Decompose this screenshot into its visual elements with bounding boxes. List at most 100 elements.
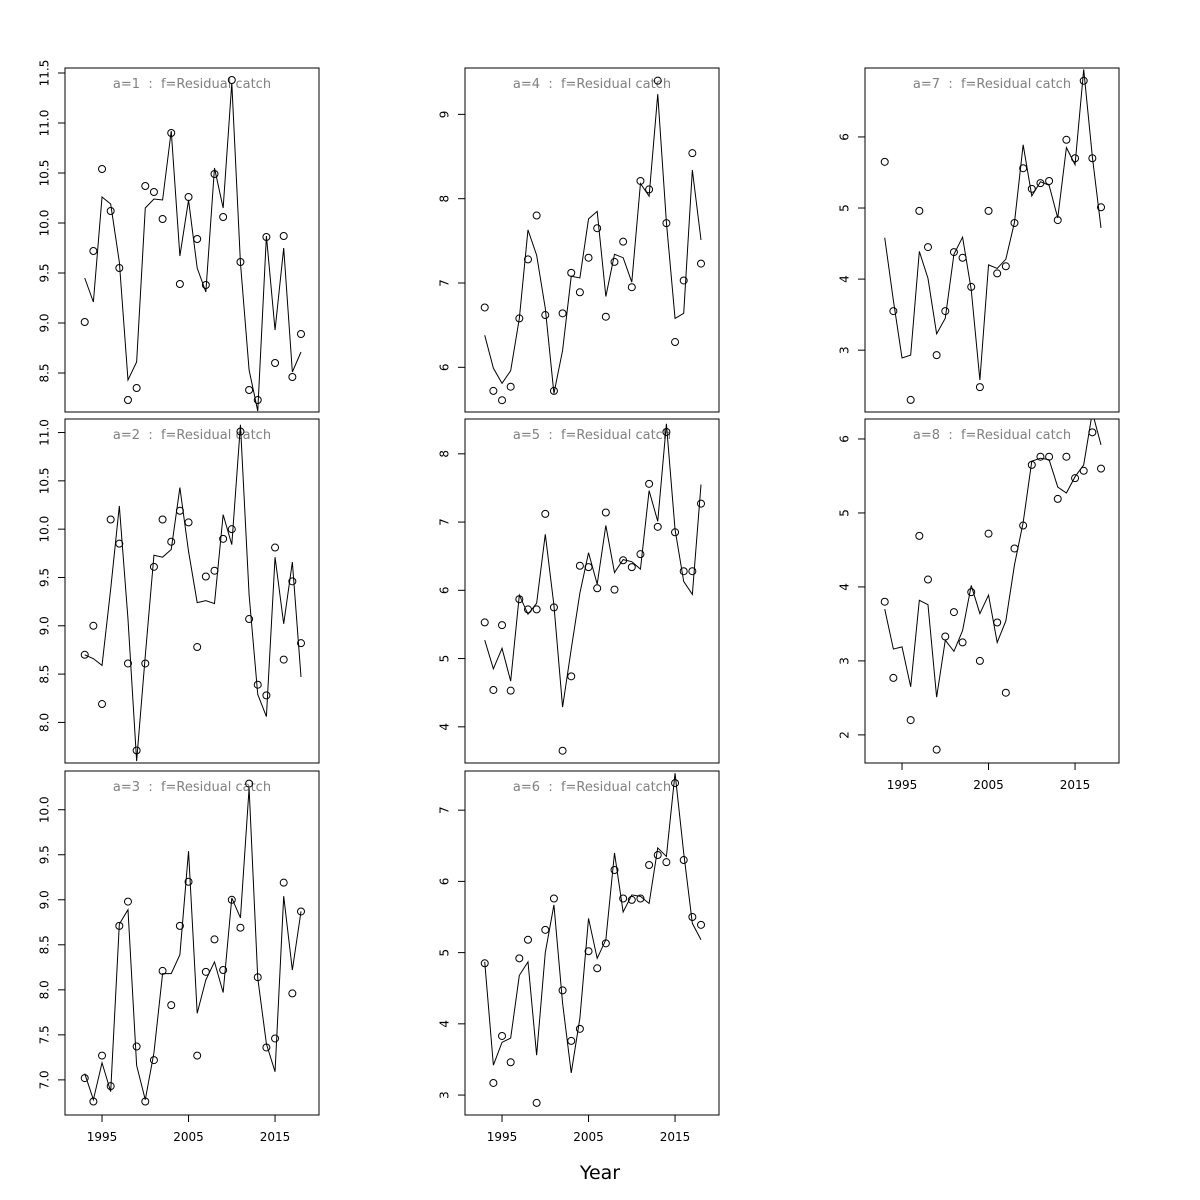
point <box>610 257 619 266</box>
point <box>506 1058 515 1067</box>
panel-title: a=6 : f=Residual catch <box>513 780 671 795</box>
point <box>984 206 993 215</box>
y-tick-label: 11.5 <box>38 60 52 87</box>
y-tick-label: 7 <box>438 279 452 287</box>
y-tick-label: 5 <box>438 949 452 957</box>
y-tick-label: 8 <box>438 195 452 203</box>
point <box>227 525 236 534</box>
fit-line <box>84 424 302 762</box>
y-tick-label: 6 <box>838 133 852 141</box>
point <box>558 746 567 755</box>
point <box>593 964 602 973</box>
point <box>532 211 541 220</box>
y-tick-label: 9.0 <box>38 890 52 909</box>
y-tick-label: 9 <box>438 111 452 119</box>
point <box>80 650 89 659</box>
point <box>523 255 532 264</box>
panel-frame <box>464 67 720 413</box>
point <box>271 543 280 552</box>
point <box>506 382 515 391</box>
point <box>549 386 558 395</box>
y-tick-label: 6 <box>438 363 452 371</box>
x-axis-label: Year <box>579 1162 620 1184</box>
fit-line <box>84 788 302 1102</box>
point <box>593 224 602 233</box>
point <box>567 672 576 681</box>
point <box>1071 474 1080 483</box>
x-tick-label: 1995 <box>87 1130 118 1144</box>
point <box>915 531 924 540</box>
point <box>558 309 567 318</box>
y-tick-label: 5 <box>438 655 452 663</box>
point <box>489 685 498 694</box>
fit-line <box>484 423 702 708</box>
y-tick-label: 5 <box>838 509 852 517</box>
point <box>123 897 132 906</box>
panel-title: a=3 : f=Residual catch <box>113 780 271 795</box>
point <box>106 207 115 215</box>
y-tick-label: 6 <box>438 878 452 886</box>
point <box>141 182 150 190</box>
point <box>532 1098 541 1107</box>
point <box>671 779 680 788</box>
panel-frame <box>864 67 1120 413</box>
point <box>575 288 584 297</box>
point <box>932 745 941 754</box>
point <box>671 338 680 347</box>
point <box>627 283 636 292</box>
point <box>880 157 889 166</box>
point <box>558 986 567 995</box>
plot-area <box>480 773 706 1107</box>
point <box>679 276 688 285</box>
y-tick-label: 9.0 <box>38 616 52 635</box>
fit-line <box>884 419 1102 698</box>
y-tick-label: 11.0 <box>38 419 52 446</box>
y-tick-label: 4 <box>837 583 851 591</box>
y-tick-label: 5 <box>838 204 852 212</box>
point <box>253 680 262 689</box>
panel: 3 4 5 6 a=7 : f=Residual catch <box>838 67 1120 413</box>
point <box>1062 135 1071 144</box>
point <box>593 584 602 593</box>
y-tick-label: 3 <box>838 346 852 354</box>
y-tick-label: 9.5 <box>38 568 52 587</box>
point <box>219 966 228 975</box>
point <box>627 895 636 904</box>
panel-title: a=8 : f=Residual catch <box>913 428 1071 443</box>
point <box>498 396 507 405</box>
point <box>932 351 941 360</box>
point <box>201 572 210 581</box>
point <box>619 237 628 246</box>
point <box>262 691 271 700</box>
point <box>636 550 645 559</box>
point <box>297 907 306 916</box>
point <box>98 165 107 173</box>
point <box>149 188 158 196</box>
point <box>975 656 984 665</box>
y-tick-label: 7 <box>438 806 452 814</box>
y-tick-label: 7.5 <box>38 1025 52 1044</box>
point <box>123 659 132 668</box>
point <box>132 384 141 392</box>
point <box>1079 76 1088 85</box>
point <box>489 386 498 395</box>
panel-frame <box>64 67 320 413</box>
point <box>541 925 550 934</box>
panel-title: a=1 : f=Residual catch <box>113 77 271 92</box>
point <box>219 213 228 221</box>
y-tick-label: 3 <box>838 657 852 665</box>
point <box>1062 452 1071 461</box>
point <box>984 529 993 538</box>
y-tick-label: 8.5 <box>38 935 52 954</box>
point <box>619 894 628 903</box>
point <box>1027 184 1036 193</box>
point <box>627 563 636 572</box>
panel: 6 7 8 9 a=4 : f=Residual catch <box>438 67 720 413</box>
fit-line <box>84 82 302 412</box>
point <box>584 253 593 262</box>
point <box>688 567 697 576</box>
x-tick-label: 2005 <box>573 1130 604 1144</box>
point <box>645 479 654 488</box>
